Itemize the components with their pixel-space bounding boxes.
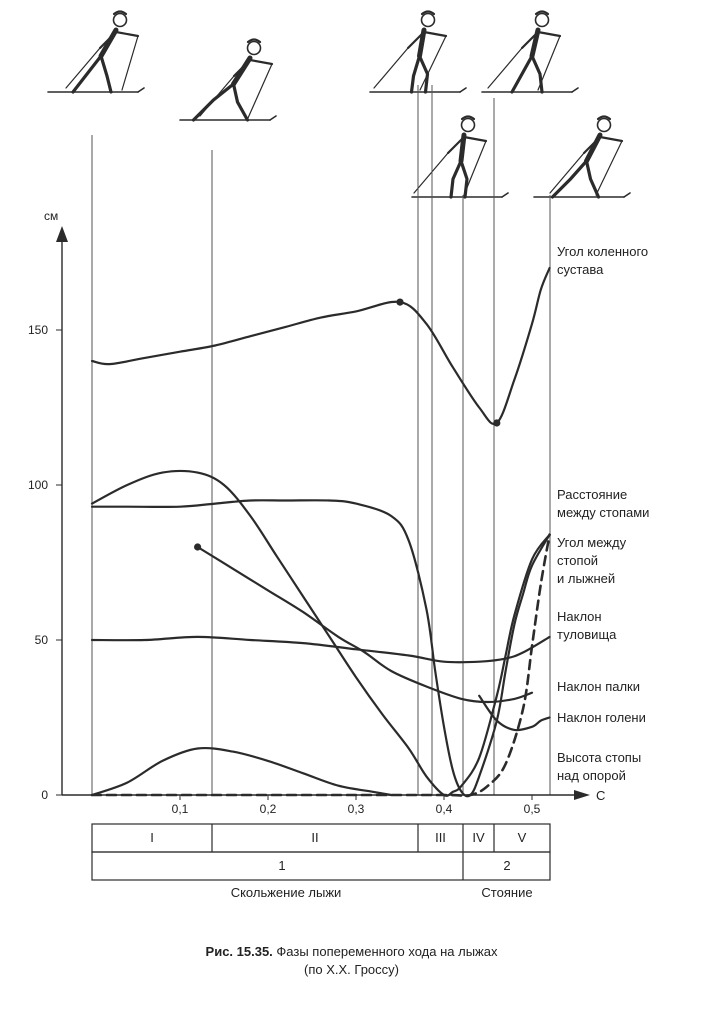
- phase-fine-label: IV: [472, 830, 485, 845]
- phase-fine-label: I: [150, 830, 154, 845]
- phase-boundary-lines: [91, 85, 551, 795]
- series-label: Наклон голени: [557, 710, 646, 725]
- series-label: Расстояние: [557, 487, 627, 502]
- data-series-group: [90, 266, 551, 798]
- series-label: Угол между: [557, 535, 627, 550]
- data-marker-3: [194, 543, 202, 551]
- phase-fine-label: III: [435, 830, 446, 845]
- skier-figure-5: [411, 115, 509, 199]
- x-tick-label: 0,3: [348, 802, 365, 816]
- x-tick-label: 0,1: [172, 802, 189, 816]
- series-line-4: [90, 635, 551, 664]
- y-tick-label: 100: [28, 478, 48, 492]
- y-axis-unit-label: см: [44, 209, 58, 223]
- series-label: Наклон: [557, 609, 602, 624]
- caption-number: Рис. 15.35.: [205, 944, 273, 959]
- series-label: и лыжней: [557, 571, 615, 586]
- data-marker-2: [493, 419, 501, 427]
- phase-fine-label: V: [518, 830, 527, 845]
- x-axis-arrow: [574, 790, 590, 800]
- skier-figure-6: [533, 115, 631, 199]
- data-marker-1: [396, 298, 404, 306]
- caption-title: Фазы попеременного хода на лыжах: [276, 944, 498, 959]
- skier-illustrations: [47, 10, 631, 199]
- y-axis-arrow: [56, 226, 68, 242]
- y-tick-label: 150: [28, 323, 48, 337]
- skier-figure-4: [481, 10, 579, 94]
- series-line-3: [90, 469, 551, 797]
- phase-name-label: Стояние: [481, 885, 532, 900]
- x-tick-label: 0,2: [260, 802, 277, 816]
- series-label: Наклон палки: [557, 679, 640, 694]
- phase-coarse-label: 2: [503, 858, 510, 873]
- series-label: Высота стопы: [557, 750, 641, 765]
- series-label-group: Угол коленного сустава Расстояние между сто…: [557, 244, 649, 783]
- phase-name-label: Скольжение лыжи: [231, 885, 342, 900]
- y-tick-label: 50: [35, 633, 49, 647]
- series-line-1: [90, 266, 551, 426]
- series-line-6: [478, 694, 551, 732]
- figure-caption: Рис. 15.35. Фазы попеременного хода на л…: [0, 943, 703, 979]
- series-line-8: [90, 533, 551, 797]
- x-tick-label: 0,4: [436, 802, 453, 816]
- phase-fine-label: II: [311, 830, 318, 845]
- series-line-5: [196, 545, 534, 704]
- skier-figure-2: [179, 38, 277, 122]
- series-label: Угол коленного: [557, 244, 648, 259]
- series-label: сустава: [557, 262, 604, 277]
- skier-figure-1: [47, 10, 145, 94]
- series-label: стопой: [557, 553, 598, 568]
- caption-source: (по Х.Х. Гроссу): [304, 962, 399, 977]
- series-label: над опорой: [557, 768, 626, 783]
- skier-figure-3: [369, 10, 467, 94]
- x-tick-label: 0,5: [524, 802, 541, 816]
- x-axis-label: С: [596, 788, 605, 803]
- series-label: туловища: [557, 627, 617, 642]
- phase-row-coarse: [91, 851, 551, 881]
- y-tick-label: 0: [41, 788, 48, 802]
- series-line-7: [90, 746, 393, 797]
- phase-coarse-label: 1: [278, 858, 285, 873]
- series-label: между стопами: [557, 505, 649, 520]
